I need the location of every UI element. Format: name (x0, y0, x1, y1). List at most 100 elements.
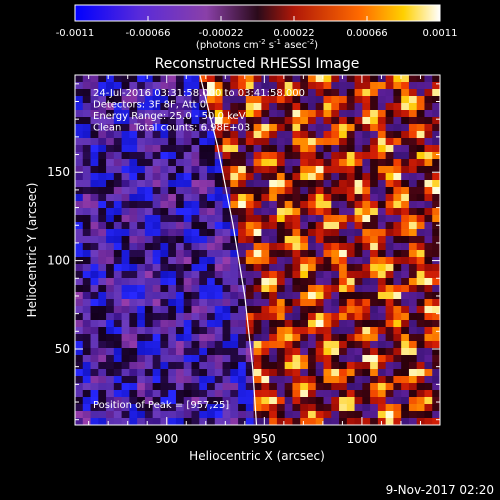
heatmap-cell (346, 327, 355, 335)
heatmap-cell (137, 173, 146, 181)
heatmap-cell (331, 404, 340, 412)
heatmap-cell (253, 201, 262, 209)
heatmap-cell (284, 82, 293, 90)
heatmap-cell (106, 173, 115, 181)
heatmap-cell (238, 229, 247, 237)
heatmap-cell (183, 278, 192, 286)
heatmap-cell (152, 166, 161, 174)
heatmap-cell (377, 341, 387, 349)
heatmap-cell (261, 180, 270, 188)
heatmap-cell (82, 306, 91, 314)
heatmap-cell (307, 138, 317, 146)
heatmap-cell (222, 355, 231, 363)
heatmap-cell (199, 299, 208, 307)
heatmap-cell (82, 278, 91, 286)
heatmap-cell (168, 306, 177, 314)
heatmap-cell (199, 194, 208, 202)
heatmap-cell (424, 306, 433, 314)
heatmap-cell (408, 145, 418, 153)
heatmap-cell (82, 222, 91, 230)
heatmap-cell (214, 334, 223, 342)
heatmap-cell (98, 404, 107, 412)
heatmap-cell (393, 341, 402, 349)
heatmap-cell (144, 390, 154, 398)
heatmap-cell (129, 278, 138, 286)
heatmap-cell (238, 271, 247, 279)
heatmap-cell (222, 173, 231, 181)
heatmap-cell (137, 397, 146, 405)
heatmap-cell (214, 299, 223, 307)
heatmap-cell (75, 264, 84, 272)
heatmap-cell (98, 271, 107, 279)
heatmap-cell (238, 103, 247, 111)
heatmap-cell (354, 292, 363, 300)
heatmap-cell (385, 334, 394, 342)
heatmap-cell (300, 306, 309, 314)
heatmap-cell (129, 124, 138, 132)
heatmap-cell (416, 348, 425, 356)
heatmap-cell (284, 236, 293, 244)
heatmap-cell (385, 362, 394, 370)
heatmap-cell (354, 327, 363, 335)
heatmap-cell (416, 201, 425, 209)
heatmap-cell (261, 117, 270, 125)
heatmap-cell (129, 82, 138, 90)
heatmap-cell (284, 292, 293, 300)
heatmap-cell (276, 404, 286, 412)
heatmap-cell (253, 222, 262, 230)
heatmap-cell (370, 383, 379, 391)
heatmap-cell (300, 376, 309, 384)
heatmap-cell (292, 390, 301, 398)
heatmap-cell (152, 348, 161, 356)
heatmap-cell (98, 75, 107, 83)
heatmap-cell (408, 362, 418, 370)
heatmap-cell (230, 180, 239, 188)
heatmap-cell (82, 376, 91, 384)
heatmap-cell (113, 285, 122, 293)
heatmap-cell (129, 376, 138, 384)
heatmap-cell (339, 173, 348, 181)
heatmap-cell (137, 341, 146, 349)
heatmap-cell (432, 194, 440, 202)
heatmap-cell (339, 369, 348, 377)
heatmap-cell (222, 271, 231, 279)
heatmap-cell (75, 355, 84, 363)
heatmap-cell (354, 383, 363, 391)
heatmap-cell (230, 250, 239, 258)
heatmap-cell (75, 82, 84, 90)
heatmap-cell (354, 313, 363, 321)
heatmap-cell (137, 201, 146, 209)
heatmap-cell (331, 411, 340, 419)
heatmap-cell (424, 82, 433, 90)
heatmap-cell (323, 278, 332, 286)
heatmap-cell (238, 334, 247, 342)
heatmap-cell (432, 152, 440, 160)
heatmap-cell (346, 355, 355, 363)
heatmap-cell (315, 180, 324, 188)
heatmap-cell (362, 411, 371, 419)
heatmap-cell (269, 82, 278, 90)
heatmap-cell (199, 306, 208, 314)
heatmap-cell (307, 159, 317, 167)
heatmap-cell (98, 362, 107, 370)
heatmap-cell (168, 222, 177, 230)
heatmap-cell (175, 103, 185, 111)
heatmap-cell (393, 292, 402, 300)
heatmap-cell (106, 243, 115, 251)
heatmap-cell (331, 250, 340, 258)
heatmap-cell (82, 320, 91, 328)
heatmap-cell (230, 320, 239, 328)
heatmap-cell (432, 145, 440, 153)
heatmap-cell (129, 257, 138, 265)
heatmap-cell (354, 271, 363, 279)
heatmap-cell (416, 362, 425, 370)
heatmap-cell (354, 222, 363, 230)
heatmap-cell (354, 215, 363, 223)
heatmap-cell (253, 82, 262, 90)
heatmap-cell (129, 243, 138, 251)
heatmap-cell (315, 313, 324, 321)
heatmap-cell (168, 180, 177, 188)
heatmap-cell (370, 418, 379, 425)
heatmap-cell (276, 159, 286, 167)
heatmap-cell (160, 369, 169, 377)
